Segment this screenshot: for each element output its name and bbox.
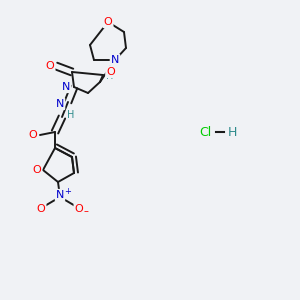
Text: O: O — [28, 130, 38, 140]
Text: O: O — [37, 204, 45, 214]
Text: +: + — [64, 187, 71, 196]
Text: N: N — [62, 82, 70, 92]
Text: H: H — [67, 110, 75, 120]
Text: N: N — [56, 190, 64, 200]
Text: N: N — [111, 55, 119, 65]
Text: N: N — [56, 99, 64, 109]
Text: O: O — [75, 204, 83, 214]
Text: Cl: Cl — [199, 125, 211, 139]
Text: O: O — [103, 17, 112, 27]
Text: O: O — [46, 61, 54, 71]
Text: H: H — [227, 125, 237, 139]
Text: O: O — [106, 67, 116, 77]
Text: H: H — [106, 71, 114, 81]
Text: O: O — [33, 165, 41, 175]
Text: –: – — [84, 206, 88, 216]
